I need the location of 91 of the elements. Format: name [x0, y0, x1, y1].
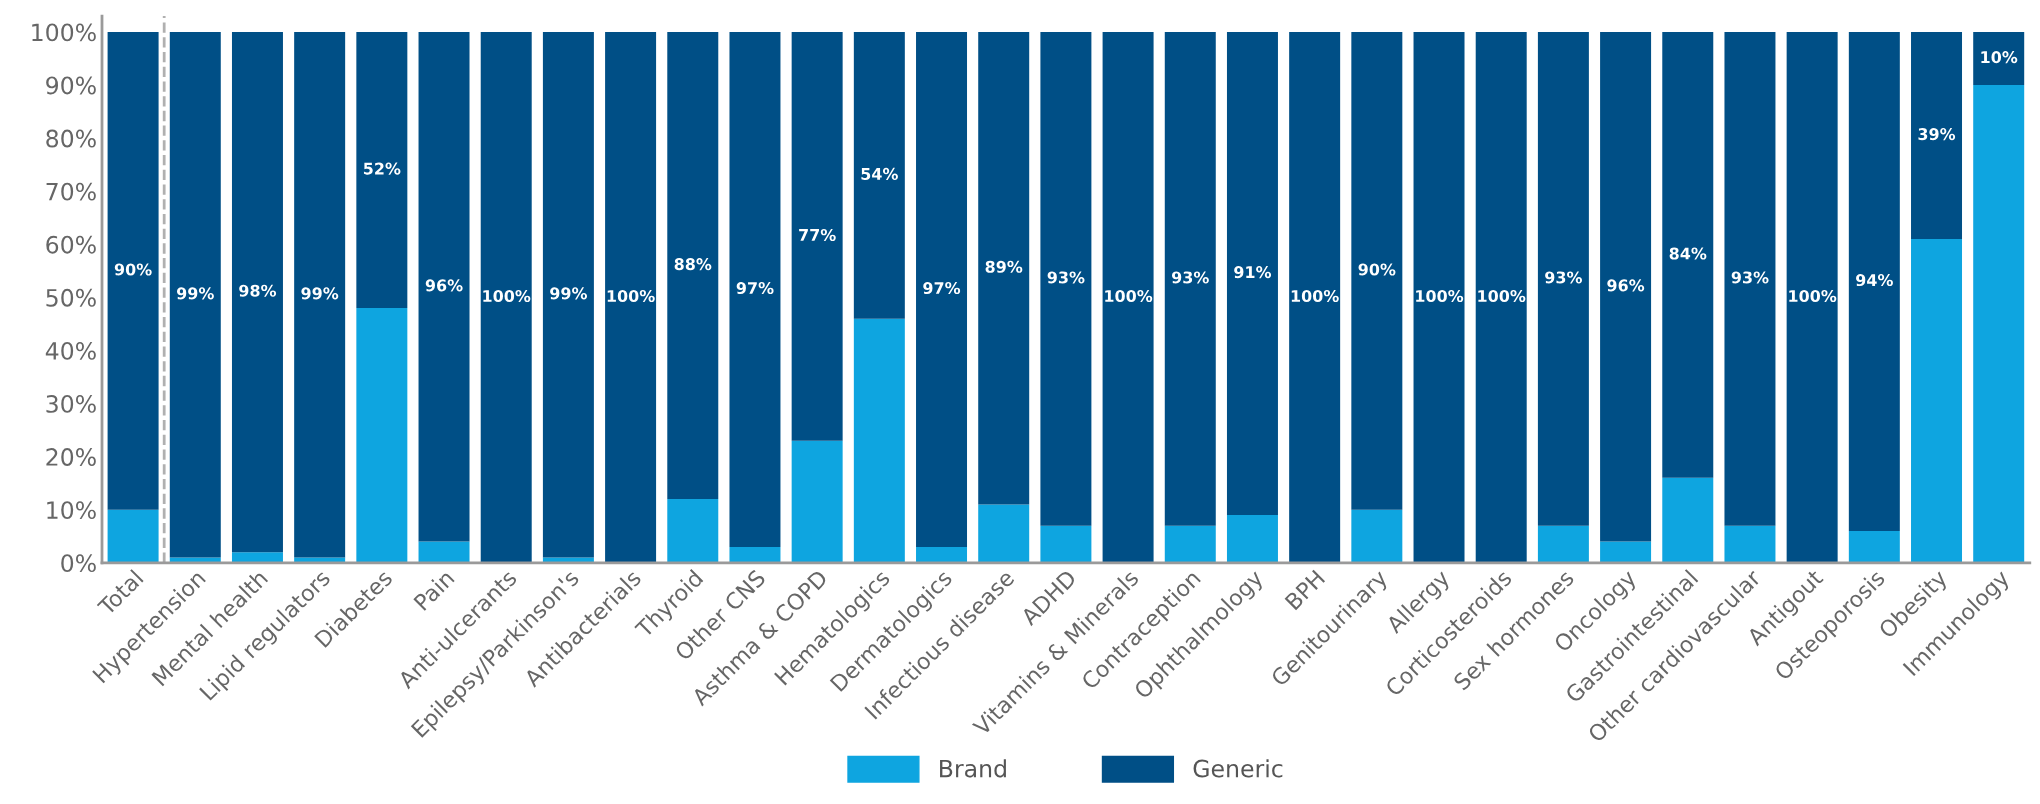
bar	[418, 32, 470, 542]
bar	[1537, 525, 1589, 563]
bar	[1413, 32, 1465, 563]
bar	[667, 499, 719, 563]
bar	[791, 32, 843, 441]
data-label: 52%	[363, 162, 401, 175]
data-label: 90%	[1358, 263, 1396, 276]
bar	[1848, 530, 1900, 563]
bar	[1226, 515, 1278, 563]
legend-label: Generic	[1193, 759, 1283, 778]
bar	[1662, 477, 1714, 563]
data-label: 96%	[425, 279, 463, 292]
bar	[1475, 32, 1527, 563]
bar	[231, 32, 283, 553]
bar	[107, 509, 159, 563]
y-tick-label: 50%	[46, 288, 96, 307]
bar	[1164, 525, 1216, 563]
bar	[1102, 32, 1154, 563]
y-tick-label: 60%	[46, 235, 96, 254]
bar	[916, 32, 968, 547]
bar	[294, 32, 346, 558]
data-label: 99%	[176, 287, 214, 300]
data-label: 97%	[923, 281, 961, 295]
data-label: 100%	[1789, 289, 1837, 303]
data-label: 100%	[1416, 289, 1464, 303]
bar	[853, 32, 905, 319]
data-label: 98%	[239, 284, 277, 297]
bar	[667, 32, 719, 500]
data-label: 100%	[483, 289, 531, 303]
bar	[1724, 32, 1776, 526]
bar	[1724, 525, 1776, 563]
data-label: 97%	[736, 281, 774, 295]
bar	[978, 32, 1030, 505]
bar	[1226, 32, 1278, 516]
data-label: 84%	[1669, 247, 1707, 260]
bar	[978, 504, 1030, 563]
bar	[853, 318, 905, 563]
data-label: 93%	[1731, 271, 1769, 284]
data-label: 99%	[301, 287, 339, 300]
data-label: 93%	[1047, 271, 1085, 284]
legend-label: Brand	[940, 759, 1006, 778]
data-label: 94%	[1856, 274, 1893, 287]
bar	[729, 32, 781, 547]
data-label: 93%	[1545, 271, 1582, 284]
y-tick-label: 10%	[47, 501, 96, 520]
data-label: 39%	[1918, 128, 1956, 141]
bar	[356, 32, 408, 309]
data-label: 99%	[550, 287, 588, 300]
bar	[1848, 32, 1900, 531]
y-tick-label: 20%	[46, 448, 96, 466]
y-tick-label: 30%	[46, 395, 96, 413]
bar	[169, 32, 221, 558]
data-label: 89%	[985, 260, 1023, 273]
bar	[1911, 239, 1963, 563]
data-label: 96%	[1607, 279, 1645, 292]
bar	[1040, 525, 1092, 563]
bar	[605, 32, 657, 563]
data-label: 100%	[1478, 289, 1526, 303]
bar	[1537, 32, 1589, 526]
bar	[542, 32, 594, 558]
data-label: 93%	[1171, 271, 1209, 284]
bar	[791, 440, 843, 563]
data-label: 10%	[1981, 51, 2018, 64]
bar	[480, 32, 532, 563]
data-label: 100%	[607, 289, 655, 303]
bar	[1289, 32, 1341, 563]
bar	[1040, 32, 1092, 526]
data-label: 90%	[114, 263, 152, 276]
bar	[1164, 32, 1216, 526]
bar	[1786, 32, 1838, 563]
bar	[1600, 32, 1652, 542]
data-label: 100%	[1105, 289, 1153, 303]
y-tick-label: 0%	[61, 554, 96, 573]
bar	[1973, 32, 2025, 86]
y-tick-label: 100%	[32, 23, 96, 42]
y-tick-label: 90%	[46, 76, 96, 95]
bar	[1351, 509, 1403, 563]
data-label: 88%	[674, 258, 712, 271]
bar	[1911, 32, 1963, 240]
data-label: 54%	[861, 167, 898, 180]
bar	[1973, 85, 2025, 563]
y-tick-label: 80%	[46, 129, 96, 148]
bar	[1662, 32, 1714, 478]
y-tick-label: 70%	[46, 182, 96, 201]
bar	[1351, 32, 1403, 510]
y-tick-label: 40%	[45, 341, 96, 360]
bar	[107, 32, 159, 510]
data-label: 77%	[799, 228, 836, 241]
bar	[356, 308, 408, 563]
data-label: 100%	[1291, 289, 1339, 303]
data-label: 91%	[1234, 266, 1272, 279]
